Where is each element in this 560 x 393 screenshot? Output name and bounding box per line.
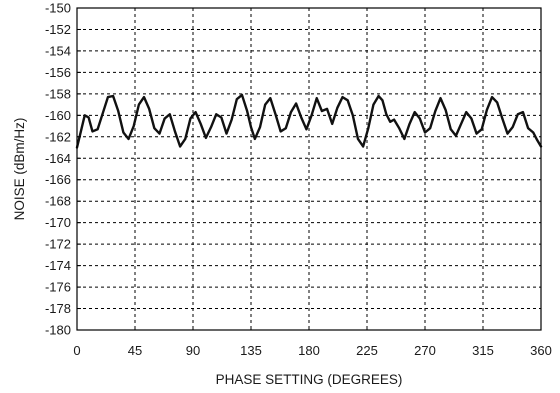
y-tick-label: -176	[45, 280, 71, 295]
x-tick-label: 270	[414, 343, 436, 358]
series-layer	[75, 93, 543, 149]
x-tick-label: 0	[73, 343, 80, 358]
y-axis-title: NOISE (dBm/Hz)	[12, 118, 27, 221]
x-tick-label: 135	[240, 343, 262, 358]
x-tick-label: 360	[530, 343, 552, 358]
x-tick-label: 90	[186, 343, 200, 358]
y-tick-label: -150	[45, 1, 71, 16]
y-tick-label: -152	[45, 22, 71, 37]
y-tick-label: -168	[45, 194, 71, 209]
tick-layer	[76, 7, 542, 331]
grid-layer	[77, 8, 541, 330]
y-tick-label: -156	[45, 65, 71, 80]
y-tick-label: -166	[45, 172, 71, 187]
x-tick-label: 180	[298, 343, 320, 358]
y-tick-label: -180	[45, 323, 71, 338]
y-tick-label: -154	[45, 43, 71, 58]
noise-series-line	[75, 93, 543, 149]
label-layer: 0 45 90 135 180 225 270 315 360 -150 -152 -154 -156 -…	[45, 1, 552, 359]
y-tick-label: -164	[45, 151, 71, 166]
x-tick-label: 45	[128, 343, 142, 358]
y-tick-label: -178	[45, 301, 71, 316]
x-tick-label: 315	[472, 343, 494, 358]
y-tick-label: -162	[45, 129, 71, 144]
y-tick-label: -160	[45, 108, 71, 123]
x-axis-title: PHASE SETTING (DEGREES)	[216, 372, 403, 387]
y-tick-label: -158	[45, 86, 71, 101]
x-tick-label: 225	[356, 343, 378, 358]
y-tick-label: -174	[45, 258, 71, 273]
y-tick-label: -172	[45, 237, 71, 252]
y-tick-label: -170	[45, 215, 71, 230]
